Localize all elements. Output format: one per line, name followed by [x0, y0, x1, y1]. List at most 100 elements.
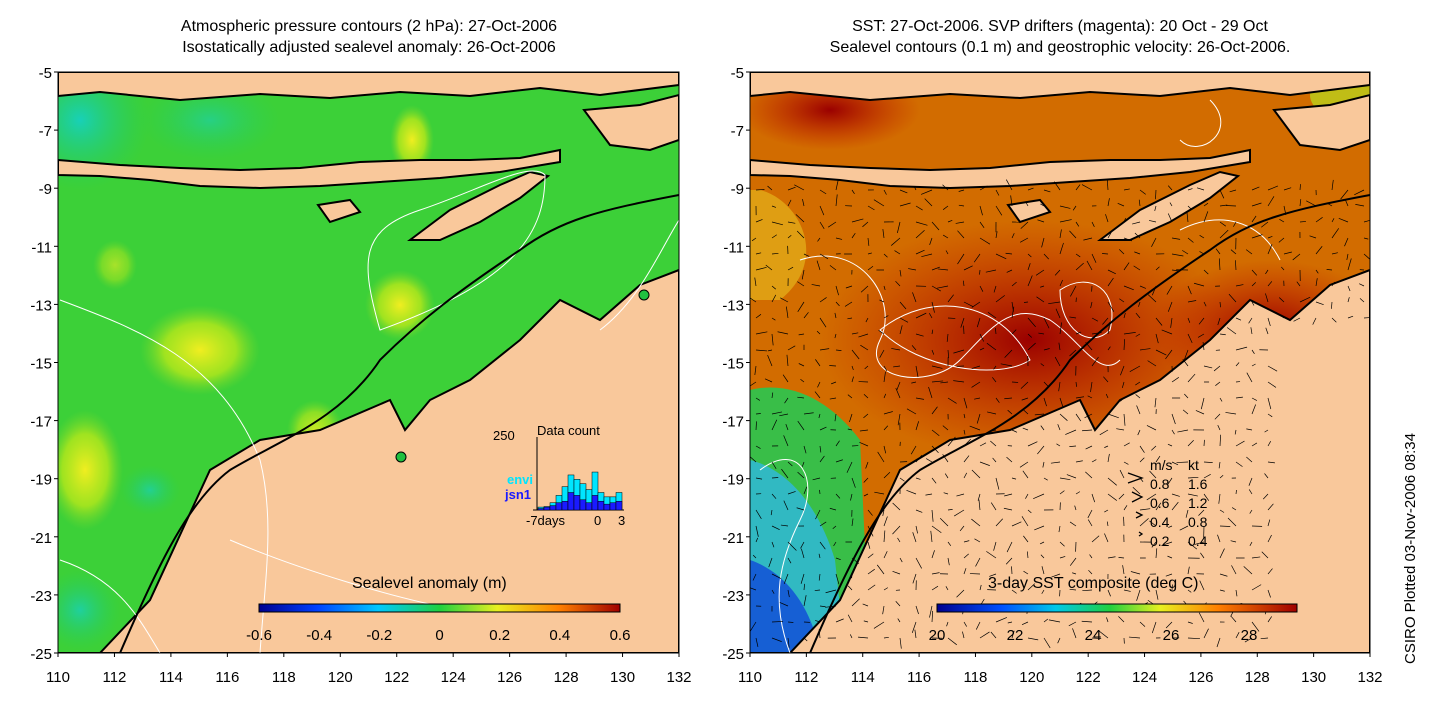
velocity-arrow: [1075, 460, 1083, 463]
velocity-arrow: [1235, 284, 1244, 287]
velocity-arrow: [995, 328, 997, 335]
station-marker: [395, 451, 407, 463]
velocity-arrow: [1057, 424, 1061, 431]
velocity-arrow: [787, 199, 792, 207]
velocity-arrow: [851, 518, 854, 527]
velocity-arrow: [906, 408, 917, 415]
velocity-arrow: [985, 269, 997, 273]
velocity-arrow: [1168, 525, 1173, 528]
velocity-arrow: [1040, 203, 1045, 207]
velocity-arrow: [915, 333, 924, 337]
velocity-arrow: [1262, 493, 1269, 500]
velocity-arrow: [800, 573, 805, 584]
velocity-arrow: [827, 221, 837, 228]
velocity-arrow: [928, 313, 933, 319]
velocity-arrow: [786, 354, 789, 367]
velocity-arrow: [755, 219, 763, 223]
velocity-arrow: [1072, 205, 1077, 211]
sst-lat-tick-label: -5: [731, 65, 744, 82]
velocity-arrow: [921, 253, 933, 258]
velocity-arrow: [1119, 249, 1125, 255]
velocity-arrow: [1198, 317, 1205, 325]
velocity-arrow: [1179, 525, 1189, 531]
velocity-arrow: [992, 377, 997, 383]
velocity-arrow: [1059, 556, 1066, 559]
velocity-arrow: [1066, 474, 1077, 479]
velocity-arrow: [783, 573, 789, 585]
velocity-arrow: [1075, 491, 1081, 495]
velocity-arrow: [942, 205, 949, 210]
velocity-arrow: [944, 473, 949, 479]
velocity-arrow: [1128, 636, 1141, 639]
velocity-arrow: [867, 205, 875, 211]
velocity-arrow: [953, 509, 965, 517]
velocity-arrow: [1267, 317, 1271, 327]
velocity-arrow: [1139, 508, 1151, 511]
velocity-arrow: [915, 557, 922, 569]
velocity-arrow: [851, 365, 854, 371]
velocity-arrow: [1004, 349, 1013, 358]
velocity-arrow: [1251, 186, 1260, 191]
velocity-arrow: [847, 394, 853, 399]
velocity-arrow: [1233, 221, 1237, 227]
velocity-arrow: [1146, 381, 1157, 387]
velocity-arrow: [893, 365, 901, 368]
velocity-arrow: [1107, 477, 1117, 486]
velocity-arrow: [883, 285, 886, 291]
velocity-arrow: [1214, 413, 1221, 420]
velocity-arrow: [834, 312, 837, 319]
velocity-arrow: [803, 583, 805, 591]
velocity-arrow: [787, 345, 796, 351]
velocity-arrow: [995, 205, 1003, 216]
sst-lat-tick-label: -21: [722, 530, 744, 547]
speed-legend-row: 0.2 0.4: [1150, 532, 1207, 551]
velocity-arrow: [1051, 573, 1061, 578]
velocity-arrow: [1133, 265, 1141, 271]
velocity-arrow: [913, 185, 917, 191]
velocity-arrow: [750, 456, 757, 463]
velocity-arrow: [1027, 333, 1032, 338]
velocity-arrow: [787, 637, 790, 648]
velocity-arrow: [803, 637, 808, 642]
velocity-arrow: [1187, 493, 1198, 497]
velocity-arrow: [883, 425, 889, 431]
velocity-arrow: [1363, 253, 1370, 260]
velocity-arrow: [1203, 202, 1209, 207]
inset-bar-jsn1: [543, 506, 551, 511]
velocity-arrow: [1104, 509, 1109, 513]
velocity-arrow: [897, 537, 901, 543]
velocity-arrow: [1359, 298, 1365, 303]
velocity-arrow: [867, 237, 870, 246]
velocity-arrow: [883, 365, 888, 372]
velocity-arrow: [937, 268, 949, 271]
velocity-arrow: [1229, 189, 1237, 193]
sst-lon-tick-label: 112: [794, 669, 818, 686]
velocity-arrow: [1267, 281, 1273, 287]
velocity-arrow: [943, 492, 949, 495]
velocity-arrow: [817, 381, 821, 388]
timor-island: [407, 170, 551, 241]
speed-header-ms: m/s: [1150, 457, 1173, 473]
velocity-arrow: [1043, 637, 1051, 649]
velocity-arrow: [1059, 397, 1064, 408]
velocity-arrow: [1251, 442, 1258, 447]
velocity-arrow: [1119, 469, 1125, 479]
velocity-arrow: [1021, 516, 1029, 527]
velocity-arrow: [931, 509, 934, 522]
velocity-arrow: [1187, 188, 1193, 191]
velocity-arrow: [1315, 278, 1318, 287]
velocity-arrow: [915, 229, 925, 239]
velocity-arrow: [993, 365, 997, 370]
velocity-arrow: [874, 491, 885, 495]
velocity-arrow: [1267, 589, 1271, 598]
velocity-arrow: [867, 525, 874, 537]
velocity-arrow: [771, 525, 780, 531]
velocity-arrow: [1161, 329, 1173, 335]
velocity-arrow: [1105, 393, 1109, 399]
velocity-arrow: [787, 589, 790, 598]
velocity-arrow: [847, 317, 853, 320]
velocity-arrow: [1072, 628, 1077, 639]
velocity-arrow: [815, 620, 821, 623]
velocity-arrow: [1135, 394, 1141, 399]
velocity-arrow: [767, 185, 773, 191]
